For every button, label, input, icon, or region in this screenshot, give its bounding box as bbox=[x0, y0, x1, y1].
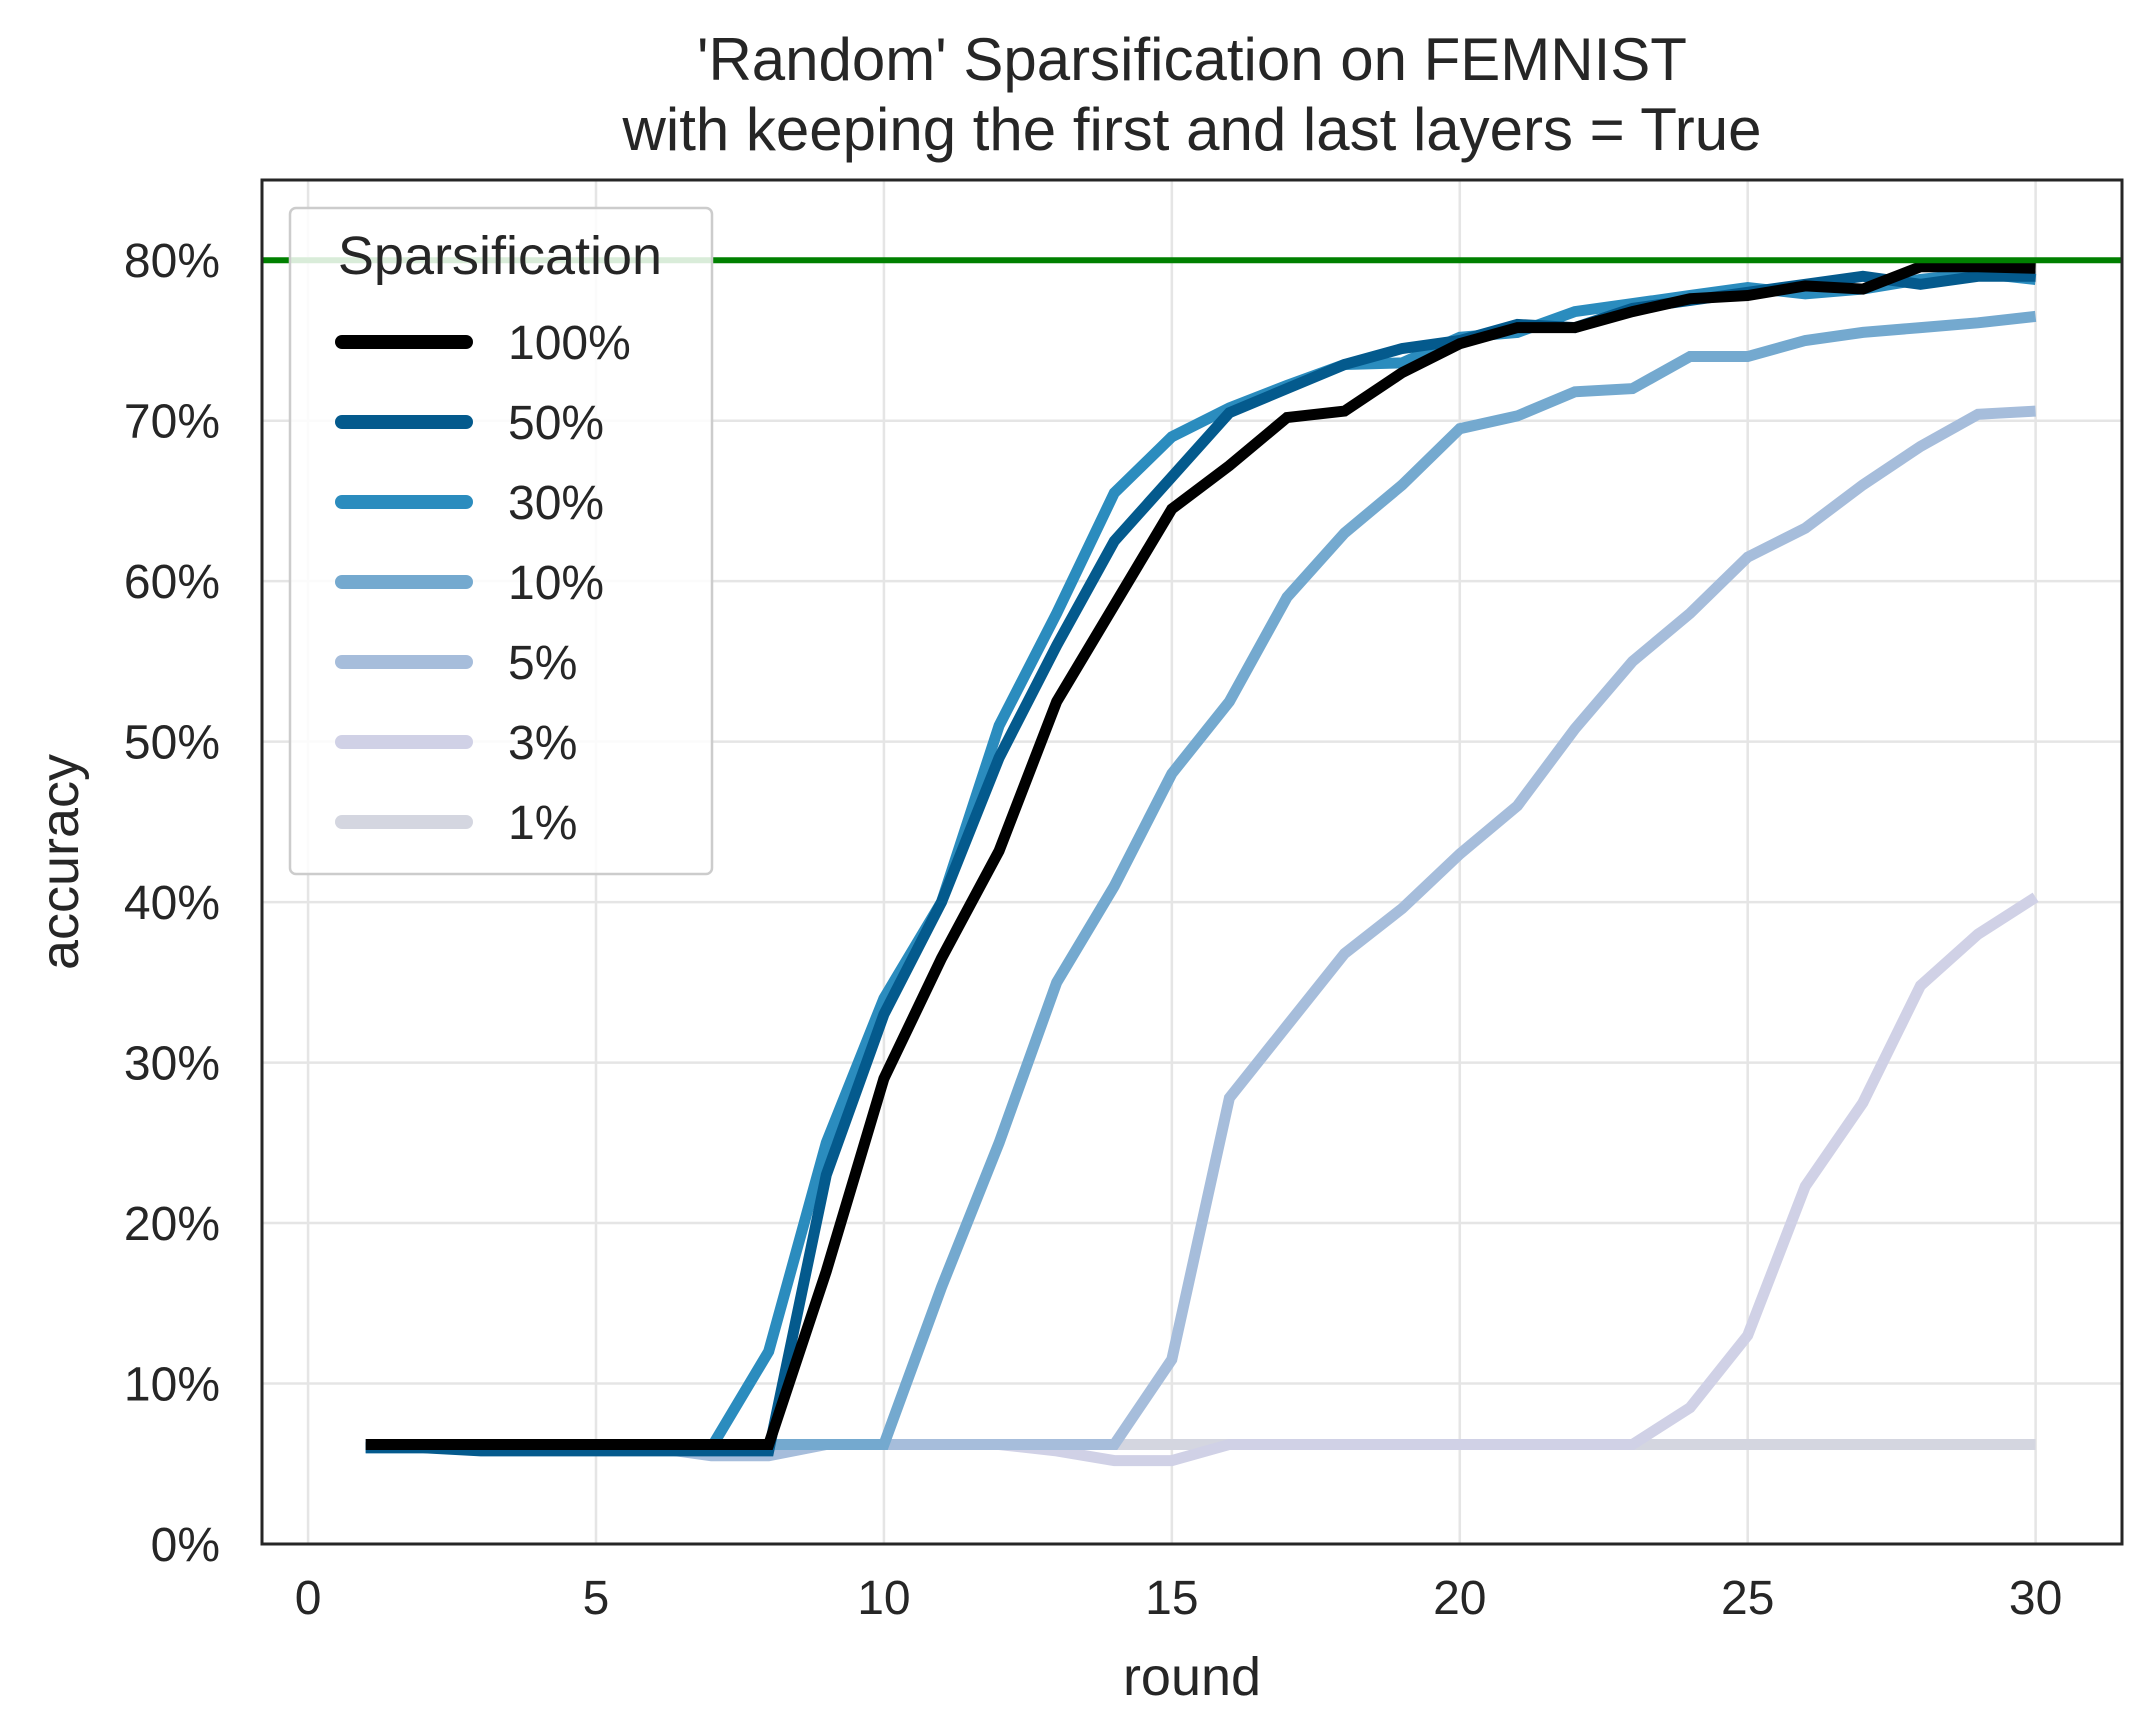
x-tick-label-2: 10 bbox=[857, 1572, 910, 1625]
x-tick-label-1: 5 bbox=[583, 1572, 610, 1625]
x-tick-label-0: 0 bbox=[295, 1572, 322, 1625]
x-tick-label-4: 20 bbox=[1433, 1572, 1486, 1625]
legend-label-100pct: 100% bbox=[508, 317, 631, 370]
legend-label-5pct: 5% bbox=[508, 637, 577, 690]
chart-title-line-2: with keeping the first and last layers =… bbox=[622, 96, 1762, 163]
x-axis-ticks: 0 5 10 15 20 25 30 bbox=[295, 1572, 2063, 1625]
legend: Sparsification 100% 50% 30% 10% 5% 3% 1% bbox=[288, 206, 714, 876]
series-lines bbox=[365, 261, 2039, 1467]
y-tick-label-8: 80% bbox=[124, 235, 220, 288]
legend-label-3pct: 3% bbox=[508, 717, 577, 770]
y-tick-label-7: 70% bbox=[124, 396, 220, 449]
legend-label-10pct: 10% bbox=[508, 557, 604, 610]
y-tick-label-4: 40% bbox=[124, 877, 220, 930]
legend-label-1pct: 1% bbox=[508, 797, 577, 850]
y-tick-label-1: 10% bbox=[124, 1359, 220, 1412]
y-tick-label-5: 50% bbox=[124, 717, 220, 770]
legend-title: Sparsification bbox=[338, 226, 662, 286]
x-tick-label-5: 25 bbox=[1721, 1572, 1774, 1625]
legend-box bbox=[288, 206, 714, 876]
y-axis-ticks: 0% 10% 20% 30% 40% 50% 60% 70% 80% bbox=[124, 235, 220, 1572]
y-tick-label-0: 0% bbox=[151, 1519, 220, 1572]
x-axis-label: round bbox=[1123, 1647, 1261, 1707]
y-tick-label-2: 20% bbox=[124, 1198, 220, 1251]
legend-label-30pct: 30% bbox=[508, 477, 604, 530]
series-line-100pct bbox=[365, 261, 2036, 1450]
x-tick-label-6: 30 bbox=[2009, 1572, 2062, 1625]
y-tick-label-3: 30% bbox=[124, 1038, 220, 1091]
legend-items: 100% 50% 30% 10% 5% 3% 1% bbox=[335, 317, 631, 850]
y-axis-label: accuracy bbox=[30, 754, 90, 970]
y-tick-label-6: 60% bbox=[124, 556, 220, 609]
plot-frame bbox=[260, 178, 2124, 1546]
x-tick-label-3: 15 bbox=[1145, 1572, 1198, 1625]
legend-label-50pct: 50% bbox=[508, 397, 604, 450]
chart-title-line-1: 'Random' Sparsification on FEMNIST bbox=[697, 26, 1687, 93]
